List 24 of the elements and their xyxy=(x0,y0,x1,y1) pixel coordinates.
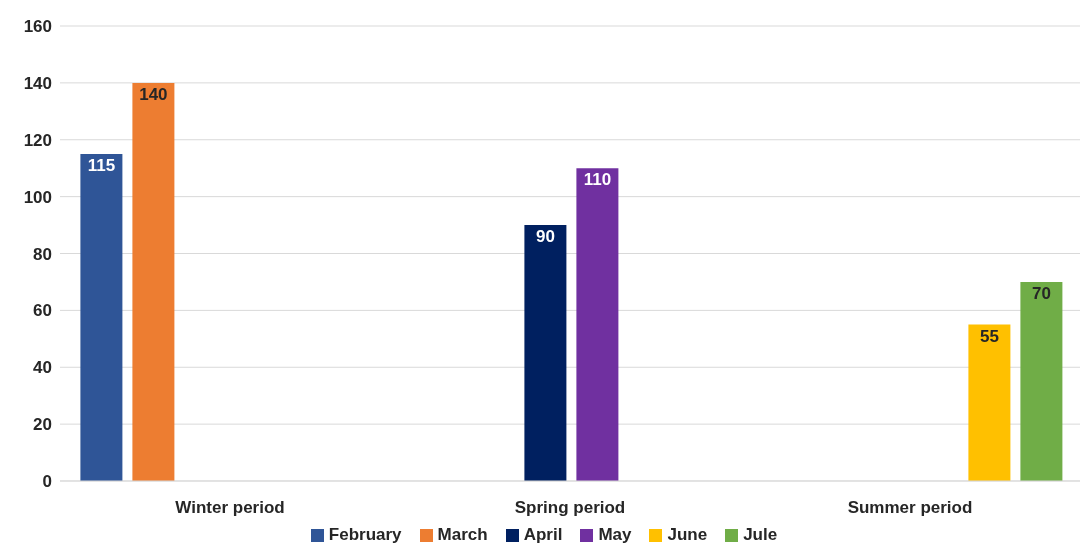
data-label: 110 xyxy=(583,170,612,190)
y-tick-label: 20 xyxy=(33,415,52,435)
legend-label: March xyxy=(437,525,488,545)
data-label: 55 xyxy=(979,326,999,346)
data-label: 140 xyxy=(139,84,168,104)
y-tick-label: 140 xyxy=(23,73,52,93)
x-tick-label: Summer period xyxy=(847,498,973,518)
legend-label: June xyxy=(667,525,708,545)
y-tick-label: 100 xyxy=(23,187,52,207)
data-label: 70 xyxy=(1031,284,1051,304)
y-tick-label: 80 xyxy=(33,244,52,264)
y-tick-label: 160 xyxy=(23,17,52,37)
x-tick-label: Winter period xyxy=(175,498,285,518)
data-label: 115 xyxy=(87,156,116,176)
legend-label: April xyxy=(523,525,563,545)
data-label: 90 xyxy=(535,227,555,247)
x-tick-label: Spring period xyxy=(514,498,626,518)
legend-label: Jule xyxy=(743,525,778,545)
y-tick-label: 0 xyxy=(42,472,52,492)
legend-label: May xyxy=(598,525,632,545)
legend-label: February xyxy=(328,525,402,545)
y-tick-label: 40 xyxy=(33,358,52,378)
y-tick-label: 60 xyxy=(33,301,52,321)
y-tick-label: 120 xyxy=(23,130,52,150)
